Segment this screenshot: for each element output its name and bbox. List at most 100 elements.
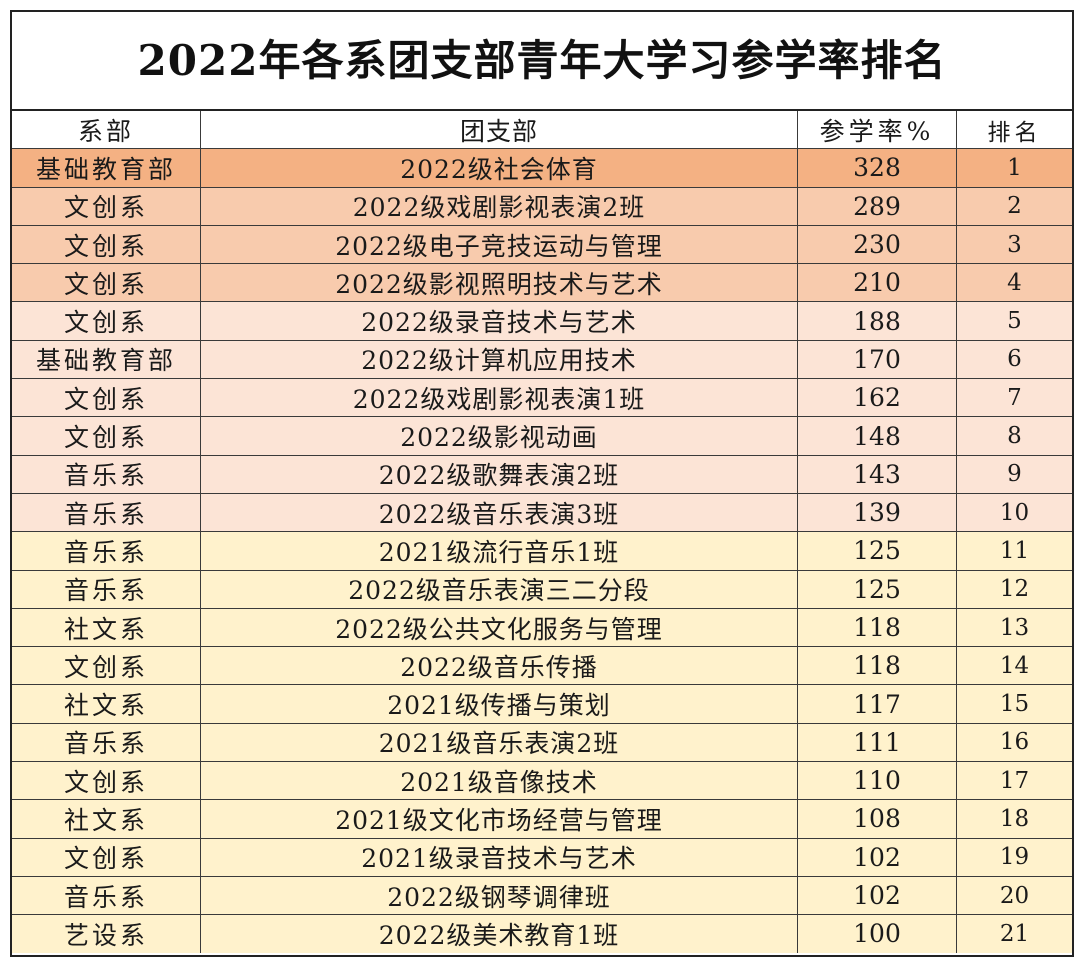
cell-branch: 2022级电子竞技运动与管理 xyxy=(200,224,798,265)
cell-rate: 118 xyxy=(797,607,957,648)
cell-branch: 2021级音乐表演2班 xyxy=(200,722,798,763)
table-row: 艺设系 2022级美术教育1班 100 21 xyxy=(12,914,1072,953)
cell-dept: 文创系 xyxy=(12,837,201,877)
cell-rate: 139 xyxy=(797,492,957,533)
cell-dept: 文创系 xyxy=(12,416,201,456)
cell-branch: 2022级钢琴调律班 xyxy=(200,875,798,916)
cell-rate: 148 xyxy=(797,416,957,456)
cell-branch: 2022级戏剧影视表演2班 xyxy=(200,186,798,226)
cell-rank: 13 xyxy=(956,607,1072,648)
header-rate: 参学率% xyxy=(797,111,957,150)
cell-rank: 11 xyxy=(956,531,1072,571)
cell-branch: 2022级音乐传播 xyxy=(200,646,798,686)
cell-branch: 2022级录音技术与艺术 xyxy=(200,301,798,341)
cell-rate: 118 xyxy=(797,646,957,686)
cell-rate: 289 xyxy=(797,186,957,226)
cell-rate: 328 xyxy=(797,148,957,188)
table-row: 文创系 2022级影视照明技术与艺术 210 4 xyxy=(12,263,1072,303)
cell-branch: 2022级音乐表演三二分段 xyxy=(200,569,798,609)
cell-dept: 音乐系 xyxy=(12,454,201,494)
cell-rate: 188 xyxy=(797,301,957,341)
cell-rate: 125 xyxy=(797,569,957,609)
cell-rank: 5 xyxy=(956,301,1072,341)
table-row: 文创系 2022级音乐传播 118 14 xyxy=(12,646,1072,686)
cell-branch: 2021级流行音乐1班 xyxy=(200,531,798,571)
sheet-title: 2022年各系团支部青年大学习参学率排名 xyxy=(12,12,1072,111)
cell-rank: 3 xyxy=(956,224,1072,265)
cell-rate: 162 xyxy=(797,378,957,418)
cell-branch: 2022级美术教育1班 xyxy=(200,914,798,953)
table-row: 社文系 2021级传播与策划 117 15 xyxy=(12,684,1072,724)
cell-dept: 文创系 xyxy=(12,301,201,341)
cell-dept: 文创系 xyxy=(12,378,201,418)
cell-rank: 2 xyxy=(956,186,1072,226)
cell-dept: 音乐系 xyxy=(12,569,201,609)
cell-rank: 21 xyxy=(956,914,1072,953)
header-dept: 系部 xyxy=(12,111,201,150)
cell-branch: 2021级音像技术 xyxy=(200,761,798,801)
table-row: 文创系 2022级电子竞技运动与管理 230 3 xyxy=(12,224,1072,265)
cell-branch: 2022级影视照明技术与艺术 xyxy=(200,263,798,303)
cell-branch: 2021级录音技术与艺术 xyxy=(200,837,798,877)
cell-branch: 2022级公共文化服务与管理 xyxy=(200,607,798,648)
cell-branch: 2022级社会体育 xyxy=(200,148,798,188)
table-row: 文创系 2022级戏剧影视表演2班 289 2 xyxy=(12,186,1072,226)
table-row: 音乐系 2022级音乐表演3班 139 10 xyxy=(12,492,1072,533)
table-row: 文创系 2021级音像技术 110 17 xyxy=(12,761,1072,801)
cell-rank: 12 xyxy=(956,569,1072,609)
cell-rate: 108 xyxy=(797,799,957,839)
cell-dept: 音乐系 xyxy=(12,722,201,763)
cell-dept: 基础教育部 xyxy=(12,148,201,188)
cell-rate: 117 xyxy=(797,684,957,724)
cell-rank: 17 xyxy=(956,761,1072,801)
cell-dept: 社文系 xyxy=(12,607,201,648)
cell-rate: 143 xyxy=(797,454,957,494)
cell-rate: 125 xyxy=(797,531,957,571)
cell-branch: 2022级影视动画 xyxy=(200,416,798,456)
cell-rate: 111 xyxy=(797,722,957,763)
cell-rate: 170 xyxy=(797,339,957,380)
cell-rate: 210 xyxy=(797,263,957,303)
table-row: 社文系 2021级文化市场经营与管理 108 18 xyxy=(12,799,1072,839)
cell-dept: 艺设系 xyxy=(12,914,201,953)
header-row: 系部 团支部 参学率% 排名 xyxy=(12,111,1072,150)
table-row: 音乐系 2022级歌舞表演2班 143 9 xyxy=(12,454,1072,494)
cell-branch: 2021级文化市场经营与管理 xyxy=(200,799,798,839)
ranking-sheet: 2022年各系团支部青年大学习参学率排名 系部 团支部 参学率% 排名 基础教育… xyxy=(10,10,1074,957)
cell-dept: 音乐系 xyxy=(12,531,201,571)
cell-rate: 230 xyxy=(797,224,957,265)
cell-branch: 2022级戏剧影视表演1班 xyxy=(200,378,798,418)
header-rank: 排名 xyxy=(956,111,1072,150)
cell-rank: 14 xyxy=(956,646,1072,686)
cell-dept: 文创系 xyxy=(12,224,201,265)
cell-rank: 16 xyxy=(956,722,1072,763)
cell-dept: 音乐系 xyxy=(12,875,201,916)
cell-dept: 音乐系 xyxy=(12,492,201,533)
cell-rank: 1 xyxy=(956,148,1072,188)
table-body: 基础教育部 2022级社会体育 328 1 文创系 2022级戏剧影视表演2班 289 2 文创… xyxy=(12,148,1072,953)
cell-rank: 10 xyxy=(956,492,1072,533)
cell-dept: 社文系 xyxy=(12,684,201,724)
cell-rank: 8 xyxy=(956,416,1072,456)
table-row: 音乐系 2021级音乐表演2班 111 16 xyxy=(12,722,1072,763)
table-row: 音乐系 2022级音乐表演三二分段 125 12 xyxy=(12,569,1072,609)
cell-rate: 110 xyxy=(797,761,957,801)
table-row: 文创系 2022级戏剧影视表演1班 162 7 xyxy=(12,378,1072,418)
cell-rank: 9 xyxy=(956,454,1072,494)
table-row: 文创系 2021级录音技术与艺术 102 19 xyxy=(12,837,1072,877)
cell-dept: 文创系 xyxy=(12,761,201,801)
cell-dept: 文创系 xyxy=(12,186,201,226)
cell-rank: 18 xyxy=(956,799,1072,839)
cell-rank: 20 xyxy=(956,875,1072,916)
ranking-table: 系部 团支部 参学率% 排名 基础教育部 2022级社会体育 328 1 文创系 2022… xyxy=(12,111,1072,953)
cell-rank: 7 xyxy=(956,378,1072,418)
cell-rank: 19 xyxy=(956,837,1072,877)
cell-dept: 文创系 xyxy=(12,263,201,303)
table-row: 社文系 2022级公共文化服务与管理 118 13 xyxy=(12,607,1072,648)
cell-branch: 2022级计算机应用技术 xyxy=(200,339,798,380)
table-row: 音乐系 2022级钢琴调律班 102 20 xyxy=(12,875,1072,916)
cell-dept: 基础教育部 xyxy=(12,339,201,380)
table-row: 基础教育部 2022级计算机应用技术 170 6 xyxy=(12,339,1072,380)
table-row: 文创系 2022级录音技术与艺术 188 5 xyxy=(12,301,1072,341)
table-row: 音乐系 2021级流行音乐1班 125 11 xyxy=(12,531,1072,571)
